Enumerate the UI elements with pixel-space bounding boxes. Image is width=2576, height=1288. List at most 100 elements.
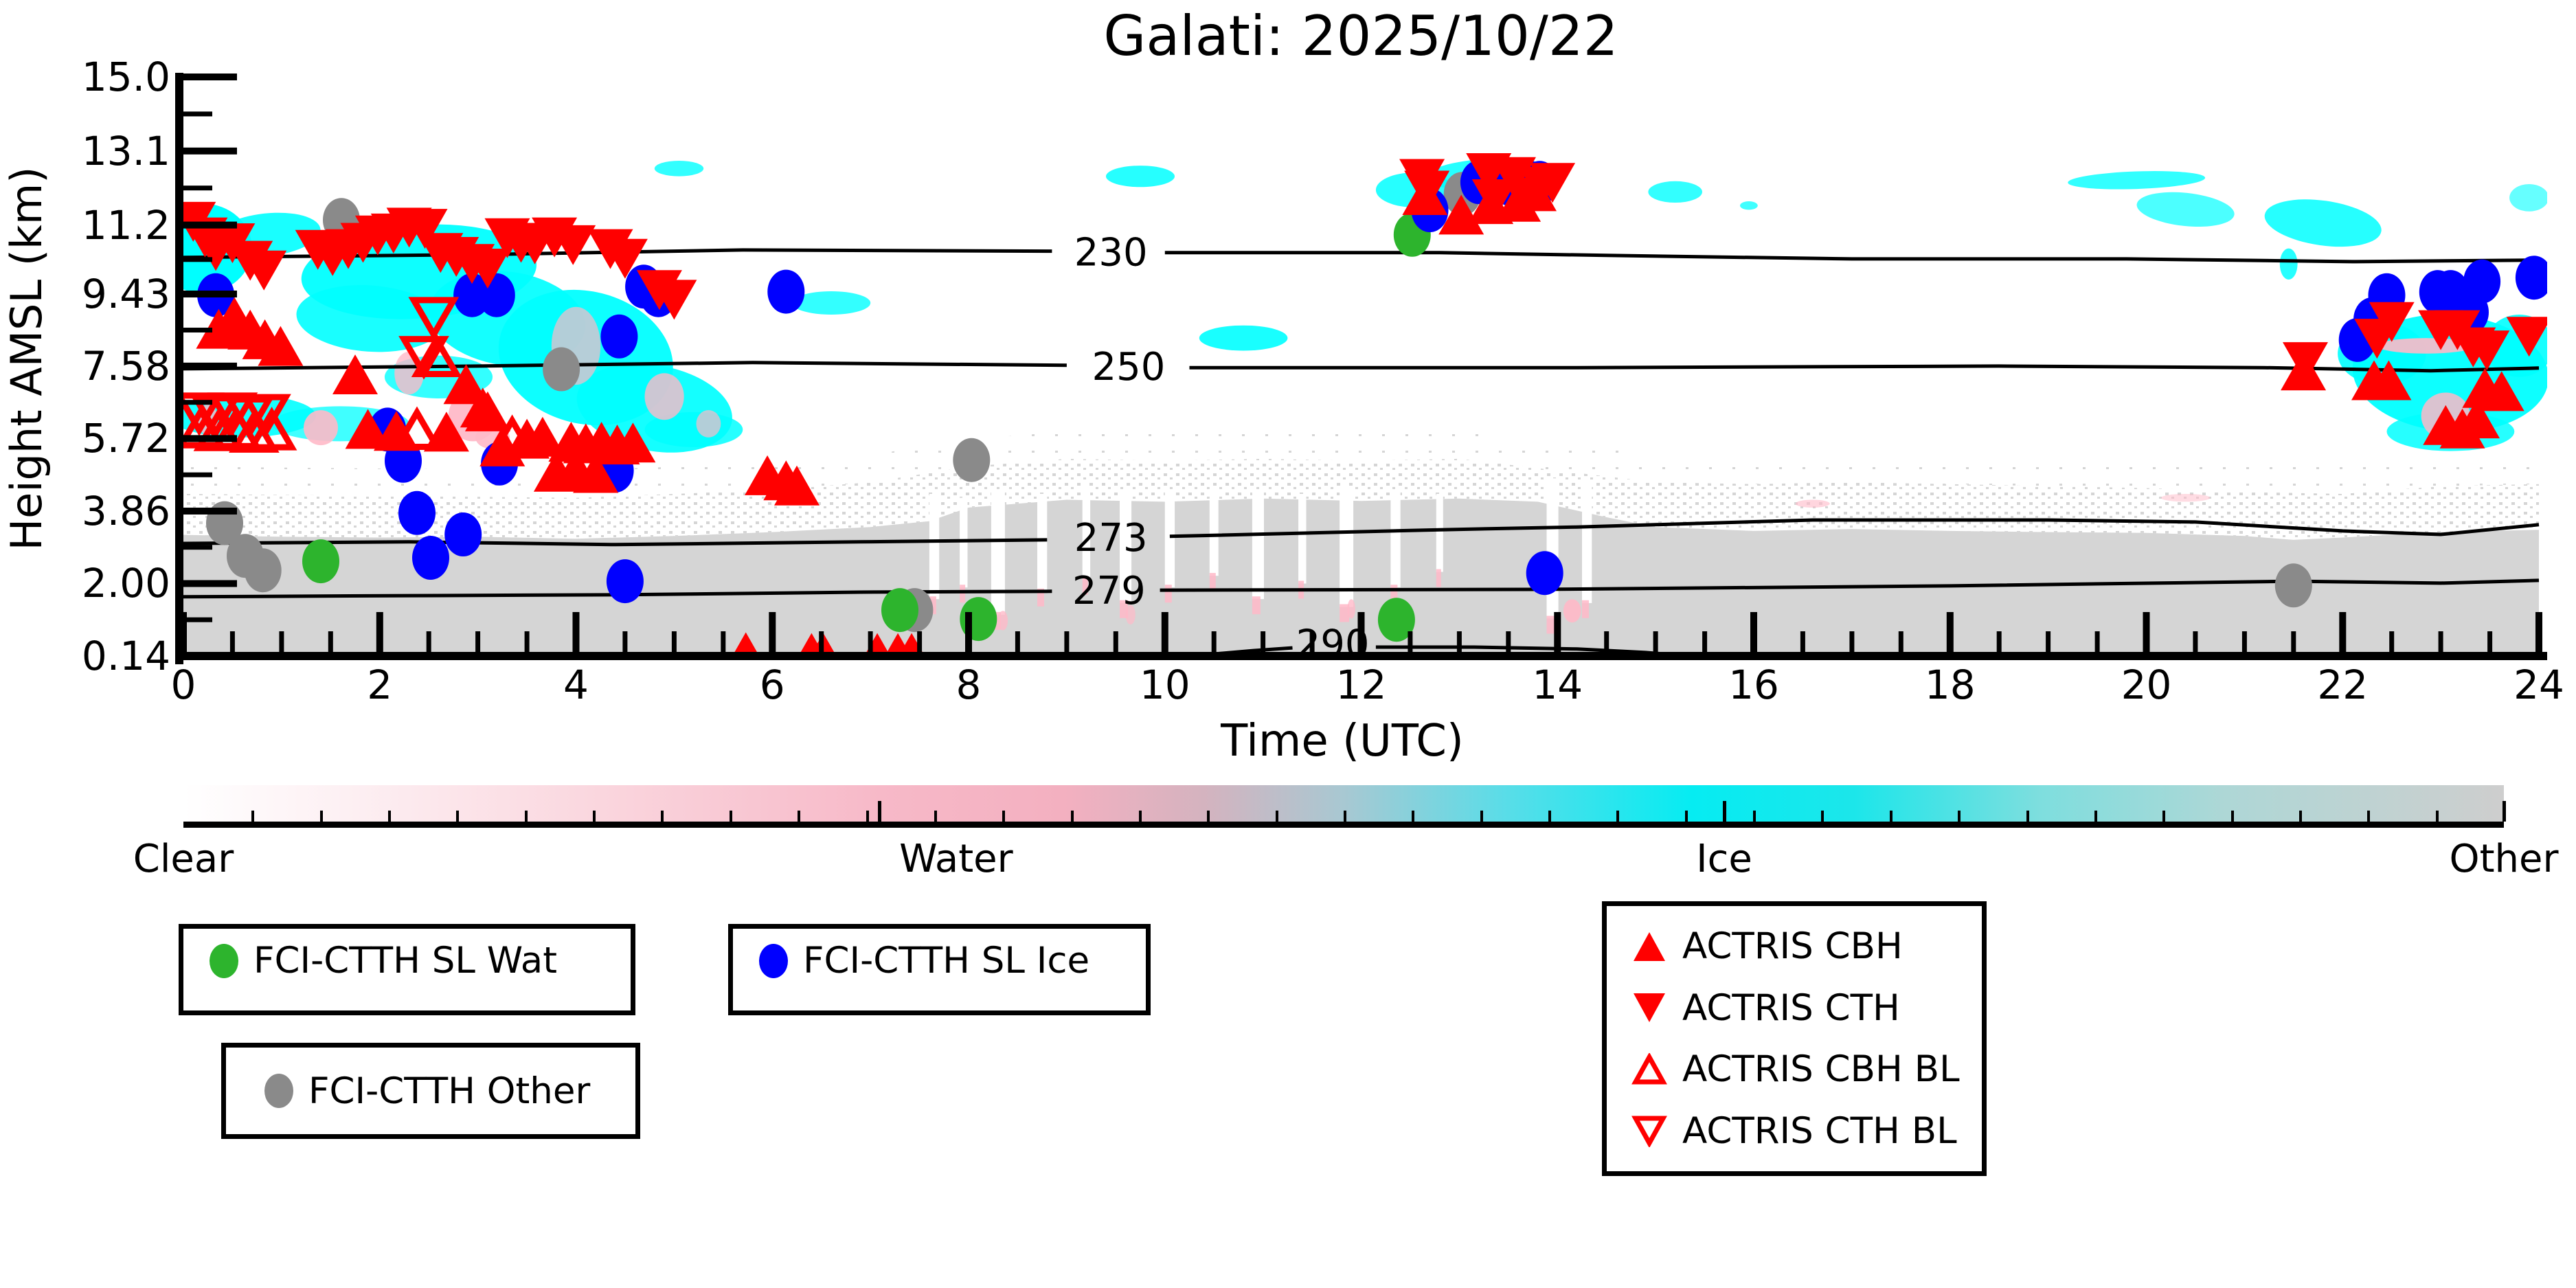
scatter-point-triangle-up	[573, 453, 619, 493]
x-minor-tick	[2487, 631, 2493, 652]
colorbar-minor-tick	[1480, 811, 1483, 822]
colorbar-minor-tick	[1958, 811, 1961, 822]
scatter-point-triangle-up	[258, 326, 304, 366]
x-minor-tick	[622, 631, 628, 652]
band-white-gap	[1436, 494, 1443, 572]
x-minor-tick	[328, 631, 333, 652]
scatter-point-triangle-down	[2283, 342, 2328, 383]
colorbar-major-tick	[1722, 801, 1726, 822]
y-major-tick	[183, 508, 237, 515]
y-tick-label: 13.1	[81, 127, 170, 174]
y-tick-label: 2.00	[81, 560, 170, 607]
y-major-tick	[183, 147, 237, 155]
colorbar-minor-tick	[2298, 811, 2302, 822]
legend-actris: ACTRIS CBH ACTRIS CTH ACTRIS CBH BL ACTR…	[1602, 901, 1987, 1176]
colorbar-minor-tick	[524, 811, 528, 822]
scatter-point-circle	[543, 347, 580, 392]
colorbar-minor-tick	[1138, 811, 1142, 822]
legend-entry-actris-cth-bl: ACTRIS CTH BL	[1631, 1110, 1982, 1152]
colorbar-minor-tick	[1616, 811, 1620, 822]
y-minor-tick	[183, 328, 212, 332]
y-major-tick	[183, 435, 237, 442]
x-minor-tick	[2094, 631, 2100, 652]
scatter-point-circle	[398, 490, 436, 535]
band-pink-tip	[960, 585, 966, 603]
colorbar-minor-tick	[798, 811, 801, 822]
x-minor-tick	[229, 631, 235, 652]
band-pink-tip	[1390, 585, 1398, 603]
band-white-gap	[1209, 486, 1219, 576]
band-pink-tip	[1209, 573, 1216, 591]
y-minor-tick	[183, 472, 212, 477]
scatter-point-triangle-down	[464, 249, 510, 289]
legend-entry-fci-wat: FCI-CTTH SL Wat	[210, 940, 631, 982]
scatter-point-triangle-down	[241, 250, 287, 291]
scatter-point-circle	[881, 588, 918, 633]
x-major-tick	[1554, 612, 1561, 652]
water-cloud-region	[997, 611, 1008, 631]
y-major-tick	[183, 291, 237, 297]
colorbar-minor-tick	[1548, 811, 1552, 822]
ice-cloud-region	[2279, 248, 2298, 280]
colorbar-minor-tick	[2162, 811, 2166, 822]
x-minor-tick	[279, 631, 284, 652]
contour-line-250	[1189, 364, 2540, 373]
colorbar-minor-tick	[934, 811, 937, 822]
x-minor-tick	[1456, 631, 1462, 652]
x-minor-tick	[1309, 631, 1315, 652]
contour-line-250	[183, 361, 1067, 371]
legend-entry-fci-other: FCI-CTTH Other	[264, 1070, 635, 1112]
contour-line-273	[183, 538, 1048, 547]
left-spine	[175, 73, 183, 664]
bottom-spine	[175, 652, 2547, 660]
band-white-gap	[1082, 486, 1091, 580]
legend-entry-actris-cth: ACTRIS CTH	[1631, 987, 1982, 1029]
x-major-tick	[1161, 612, 1168, 652]
scatter-point-triangle-down	[1530, 163, 1576, 203]
scatter-point-circle	[2515, 256, 2547, 300]
x-minor-tick	[524, 631, 530, 652]
x-minor-tick	[1996, 631, 2002, 652]
water-cloud-region	[304, 410, 338, 446]
scatter-point-circle	[244, 548, 282, 593]
band-pink-tip	[1164, 585, 1172, 603]
colorbar-minor-tick	[1889, 811, 1893, 822]
x-minor-tick	[1261, 631, 1266, 652]
x-tick-label: 4	[563, 662, 589, 708]
y-minor-tick	[183, 111, 212, 117]
ice-cloud-region	[654, 161, 704, 177]
scatter-point-triangle-down-open	[240, 394, 291, 438]
band-white-gap	[1164, 490, 1175, 588]
x-major-tick	[2535, 612, 2542, 652]
legend-label: FCI-CTTH Other	[308, 1070, 591, 1112]
band-white-gap	[1582, 482, 1592, 603]
water-cloud-region	[1347, 599, 1355, 619]
red-triangle-up-icon	[1634, 931, 1665, 961]
x-minor-tick	[1800, 631, 1805, 652]
scatter-point-triangle-down	[550, 225, 596, 265]
band-pink-tip	[1582, 600, 1589, 618]
y-minor-tick	[183, 257, 212, 262]
colorbar-axis-line	[183, 822, 2504, 828]
colorbar-minor-tick	[388, 811, 392, 822]
y-tick-label: 11.2	[81, 201, 170, 249]
ice-cloud-region	[1199, 325, 1288, 351]
chart-title: Galati: 2025/10/22	[1103, 4, 1618, 68]
colorbar-minor-tick	[1821, 811, 1824, 822]
x-minor-tick	[1113, 631, 1118, 652]
x-tick-label: 22	[2317, 662, 2369, 708]
x-minor-tick	[671, 631, 677, 652]
colorbar-label-water: Water	[899, 837, 1013, 881]
y-tick-label: 0.14	[81, 633, 170, 679]
red-triangle-down-open-icon	[1631, 1116, 1667, 1148]
x-minor-tick	[868, 631, 873, 652]
x-minor-tick	[721, 631, 726, 652]
x-tick-label: 6	[759, 662, 785, 708]
ice-cloud-region	[296, 285, 444, 352]
colorbar-minor-tick	[593, 811, 596, 822]
scatter-point-circle	[302, 539, 339, 584]
x-tick-label: 16	[1728, 662, 1779, 708]
y-major-tick	[183, 221, 237, 229]
series-actris-cth-bl	[183, 297, 460, 440]
